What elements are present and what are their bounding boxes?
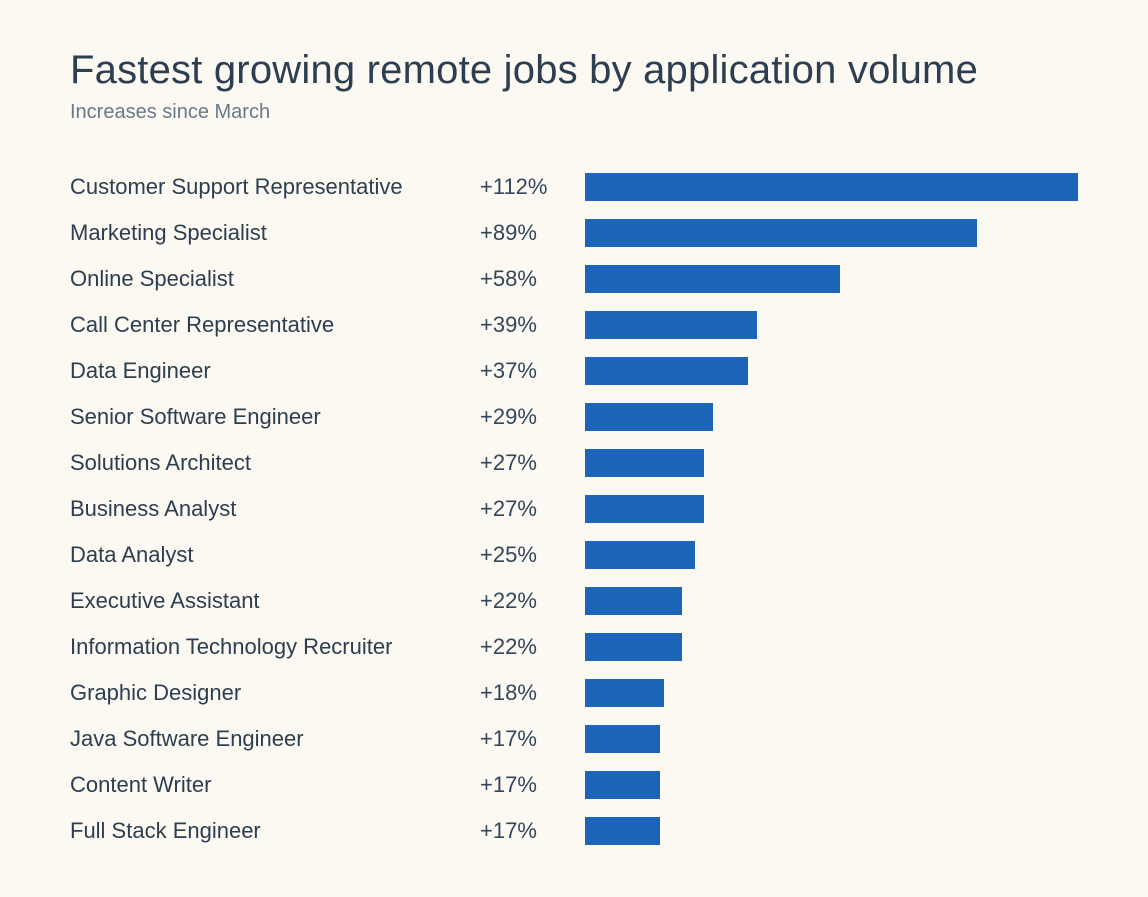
chart-row: Information Technology Recruiter +22% [70,624,1078,670]
row-label: Information Technology Recruiter [70,634,480,660]
chart-row: Java Software Engineer +17% [70,716,1078,762]
chart-subtitle: Increases since March [70,101,1078,124]
chart-row: Customer Support Representative +112% [70,164,1078,210]
bar [585,173,1078,201]
row-label: Full Stack Engineer [70,818,480,844]
row-value: +25% [480,542,565,568]
bar [585,817,660,845]
row-value: +22% [480,588,565,614]
row-label: Data Engineer [70,358,480,384]
bar [585,357,748,385]
bar [585,633,682,661]
row-label: Call Center Representative [70,312,480,338]
bar [585,311,757,339]
bar [585,541,695,569]
chart-row: Online Specialist +58% [70,256,1078,302]
row-label: Solutions Architect [70,450,480,476]
chart-row: Call Center Representative +39% [70,302,1078,348]
row-value: +89% [480,220,565,246]
bar-track [585,633,1078,661]
row-label: Business Analyst [70,496,480,522]
row-value: +29% [480,404,565,430]
bar-track [585,817,1078,845]
row-value: +58% [480,266,565,292]
bar [585,449,704,477]
chart-row: Full Stack Engineer +17% [70,808,1078,854]
row-value: +112% [480,174,565,200]
bar-track [585,587,1078,615]
row-label: Java Software Engineer [70,726,480,752]
row-value: +37% [480,358,565,384]
bar-track [585,771,1078,799]
chart-row: Business Analyst +27% [70,486,1078,532]
row-label: Online Specialist [70,266,480,292]
row-label: Senior Software Engineer [70,404,480,430]
row-value: +27% [480,450,565,476]
row-value: +27% [480,496,565,522]
row-label: Marketing Specialist [70,220,480,246]
bar-track [585,449,1078,477]
chart-row: Senior Software Engineer +29% [70,394,1078,440]
bar [585,725,660,753]
bar-track [585,403,1078,431]
bar [585,495,704,523]
bar-track [585,679,1078,707]
bar-track [585,725,1078,753]
bar-chart: Customer Support Representative +112% Ma… [70,164,1078,854]
chart-row: Solutions Architect +27% [70,440,1078,486]
row-label: Content Writer [70,772,480,798]
bar [585,219,977,247]
bar [585,265,840,293]
chart-row: Executive Assistant +22% [70,578,1078,624]
chart-title: Fastest growing remote jobs by applicati… [70,48,1078,93]
row-label: Data Analyst [70,542,480,568]
row-value: +17% [480,818,565,844]
row-label: Customer Support Representative [70,174,480,200]
bar-track [585,265,1078,293]
bar [585,587,682,615]
bar-track [585,219,1078,247]
chart-row: Marketing Specialist +89% [70,210,1078,256]
bar-track [585,495,1078,523]
bar-track [585,311,1078,339]
chart-row: Graphic Designer +18% [70,670,1078,716]
row-label: Graphic Designer [70,680,480,706]
bar-track [585,541,1078,569]
row-value: +39% [480,312,565,338]
bar [585,679,664,707]
chart-row: Content Writer +17% [70,762,1078,808]
row-value: +22% [480,634,565,660]
bar [585,403,713,431]
row-value: +18% [480,680,565,706]
row-label: Executive Assistant [70,588,480,614]
chart-container: Fastest growing remote jobs by applicati… [0,0,1148,897]
bar [585,771,660,799]
bar-track [585,173,1078,201]
row-value: +17% [480,772,565,798]
chart-row: Data Analyst +25% [70,532,1078,578]
row-value: +17% [480,726,565,752]
chart-row: Data Engineer +37% [70,348,1078,394]
bar-track [585,357,1078,385]
